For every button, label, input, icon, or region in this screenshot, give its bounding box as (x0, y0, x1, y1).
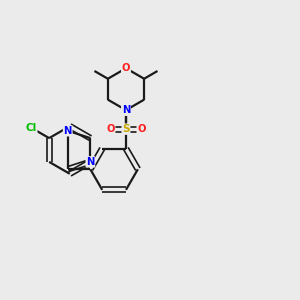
Text: N: N (86, 157, 94, 167)
Text: N: N (122, 105, 130, 115)
Text: N: N (122, 105, 130, 115)
Text: Cl: Cl (26, 123, 37, 133)
Text: O: O (122, 63, 130, 73)
Text: O: O (137, 124, 146, 134)
Text: O: O (106, 124, 115, 134)
Text: N: N (64, 126, 72, 136)
Text: S: S (122, 124, 130, 134)
